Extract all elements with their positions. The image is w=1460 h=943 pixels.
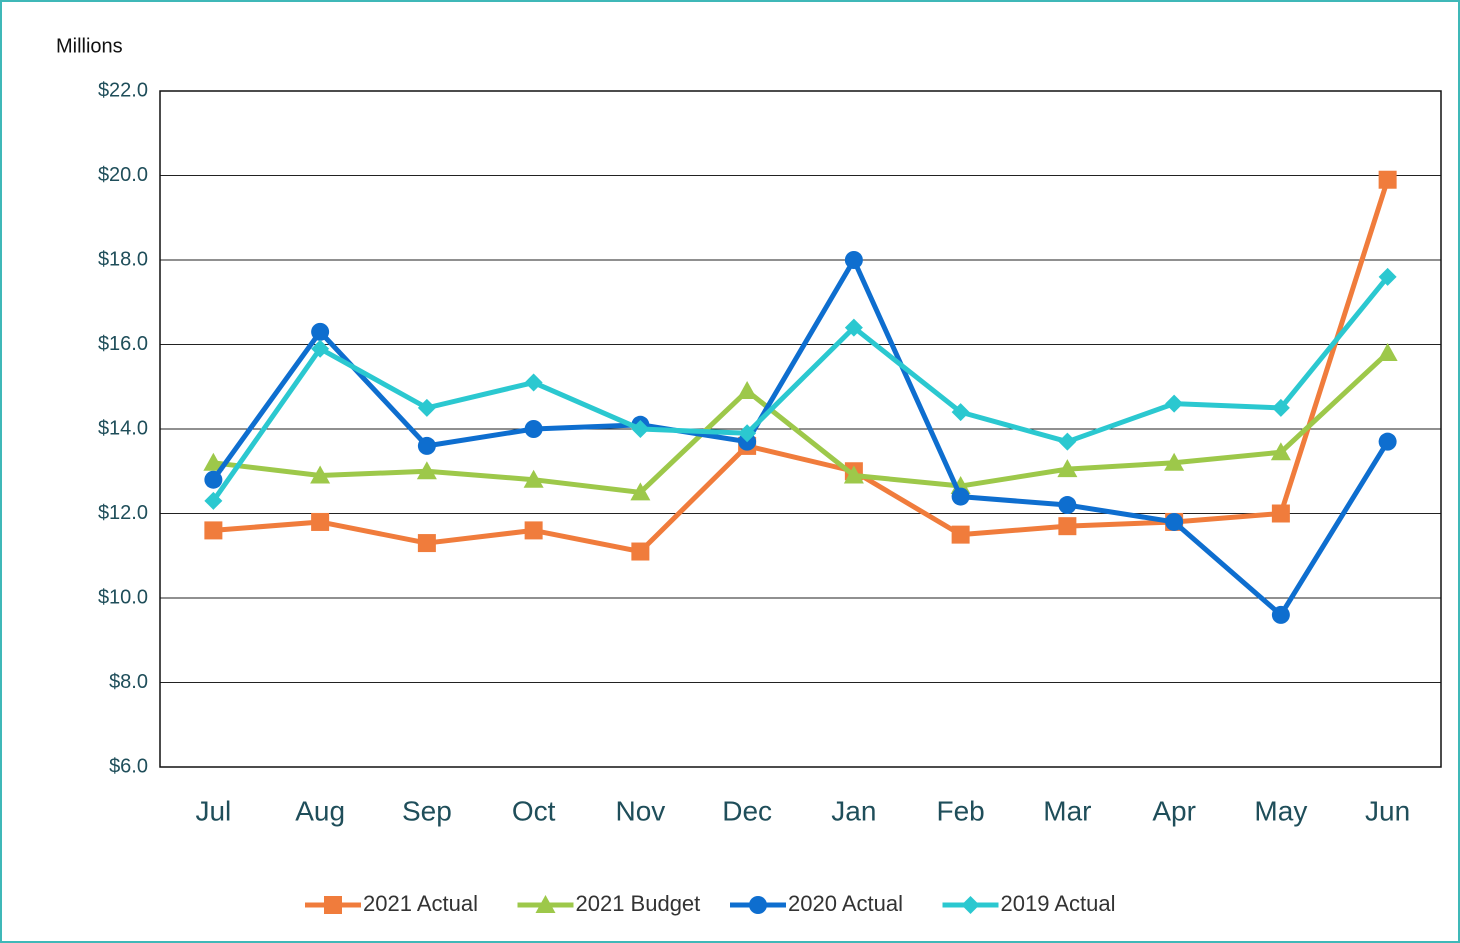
marker: [524, 521, 543, 540]
plot-frame: [159, 90, 1442, 768]
marker: [311, 512, 330, 531]
x-tick-label: Oct: [512, 795, 556, 826]
marker: [204, 470, 223, 489]
marker: [1057, 459, 1078, 478]
marker: [630, 482, 651, 501]
legend-label: 2021 Actual: [363, 891, 478, 916]
marker: [951, 403, 970, 422]
y-tick-label: $18.0: [98, 248, 148, 270]
x-tick-label: Apr: [1152, 795, 1196, 826]
y-tick-label: $14.0: [98, 417, 148, 439]
legend-label: 2020 Actual: [788, 891, 903, 916]
y-tick-label: $10.0: [98, 586, 148, 608]
marker: [311, 339, 330, 358]
marker: [1377, 342, 1398, 361]
marker: [1165, 512, 1184, 531]
y-tick-label: $22.0: [98, 79, 148, 101]
x-tick-label: Aug: [295, 795, 345, 826]
marker: [1271, 504, 1290, 523]
legend-label: 2019 Actual: [1001, 891, 1116, 916]
marker: [310, 465, 331, 484]
marker: [631, 420, 650, 438]
marker: [417, 436, 436, 455]
marker: [749, 896, 767, 914]
x-tick-label: Jun: [1365, 795, 1410, 826]
marker: [1058, 496, 1077, 515]
marker: [1378, 170, 1397, 189]
x-tick-label: Nov: [615, 795, 665, 826]
marker: [1270, 442, 1291, 461]
x-tick-label: Jan: [831, 795, 876, 826]
x-tick-label: Dec: [722, 795, 772, 826]
marker: [1058, 517, 1077, 536]
marker: [1165, 394, 1184, 413]
y-tick-label: $8.0: [109, 671, 148, 693]
marker: [951, 525, 970, 544]
marker: [951, 487, 970, 506]
marker: [311, 322, 330, 341]
marker: [203, 452, 224, 471]
marker: [843, 465, 864, 484]
marker: [844, 251, 863, 269]
series-line: [211, 257, 1390, 618]
y-tick-label: $16.0: [98, 333, 148, 355]
marker: [1271, 398, 1290, 417]
x-tick-label: Sep: [402, 795, 452, 826]
x-tick-label: Feb: [937, 795, 985, 826]
series-line: [211, 275, 1390, 503]
marker: [204, 521, 223, 540]
series-line: [213, 351, 1390, 495]
marker: [204, 491, 223, 510]
marker: [738, 424, 757, 443]
marker: [844, 318, 863, 337]
marker: [535, 895, 556, 913]
marker: [1271, 605, 1290, 624]
y-tick-label: $20.0: [98, 164, 148, 186]
marker: [417, 398, 436, 417]
marker: [524, 373, 543, 392]
marker: [523, 469, 544, 488]
marker: [737, 380, 758, 399]
x-tick-label: Mar: [1043, 795, 1091, 826]
y-tick-label: $6.0: [109, 755, 148, 777]
legend-label: 2021 Budget: [576, 891, 701, 916]
x-tick-label: May: [1254, 795, 1307, 826]
marker: [416, 461, 437, 480]
marker: [417, 534, 436, 553]
marker: [1378, 432, 1397, 451]
marker: [631, 542, 650, 561]
series-line: [213, 178, 1391, 555]
x-tick-label: Jul: [195, 795, 231, 826]
marker: [324, 896, 342, 914]
marker: [524, 420, 543, 438]
marker: [1058, 432, 1077, 451]
marker: [1164, 452, 1185, 471]
marker: [961, 896, 980, 914]
y-axis-title: Millions: [56, 35, 123, 57]
y-tick-label: $12.0: [98, 502, 148, 524]
marker: [1378, 267, 1397, 286]
